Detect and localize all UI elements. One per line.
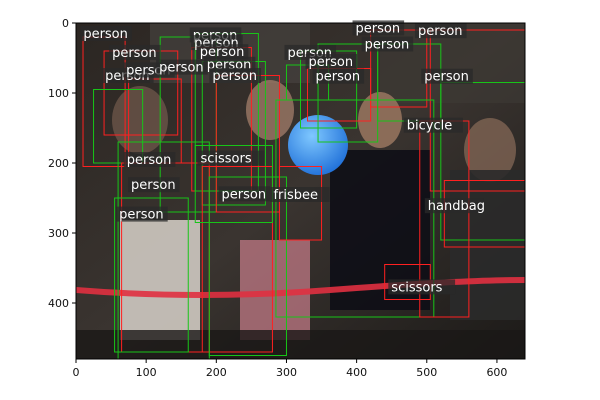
- x-tick-label: 0: [73, 366, 80, 379]
- label-person: person: [309, 55, 354, 70]
- x-tick-label: 300: [276, 366, 297, 379]
- label-background: [305, 54, 358, 69]
- x-tick-label: 500: [416, 366, 437, 379]
- label-person: person: [424, 70, 469, 85]
- label-background: [116, 206, 168, 222]
- label-frisbee: frisbee: [273, 188, 318, 203]
- detection-box-person: [114, 197, 189, 353]
- axes: 0 100 200 300 400 500 600 0 100 200 300 400: [48, 17, 526, 379]
- label-person: person: [212, 69, 257, 84]
- detection-box-frisbee: [278, 166, 323, 241]
- plot-frame: [75, 22, 526, 360]
- label-background: [209, 68, 262, 83]
- detection-labels: personpersonpersonpersonpersonpersonpers…: [80, 20, 485, 295]
- x-tick-label: 400: [346, 366, 367, 379]
- label-background: [218, 186, 271, 202]
- label-background: [128, 177, 180, 193]
- label-background: [123, 152, 176, 167]
- label-person: person: [119, 208, 164, 223]
- label-person: person: [316, 70, 361, 85]
- label-person: person: [365, 38, 410, 53]
- label-person: person: [222, 187, 267, 202]
- label-background: [156, 59, 208, 75]
- y-tick-label: 300: [48, 227, 69, 240]
- label-background: [414, 23, 467, 39]
- label-background: [424, 198, 484, 214]
- y-tick-label: 200: [48, 157, 69, 170]
- label-background: [361, 36, 414, 52]
- y-tick-label: 0: [62, 17, 69, 30]
- x-tick-label: 600: [486, 366, 507, 379]
- label-person: person: [418, 24, 463, 39]
- detection-box-person: [201, 166, 273, 353]
- label-background: [421, 68, 473, 84]
- label-person: person: [200, 45, 245, 60]
- x-tick-label: 200: [206, 366, 227, 379]
- label-background: [312, 68, 365, 84]
- label-background: [109, 44, 161, 60]
- y-tick-label: 100: [48, 87, 69, 100]
- label-person: person: [127, 153, 172, 168]
- label-background: [270, 187, 330, 202]
- label-scissors: scissors: [391, 280, 442, 295]
- label-background: [388, 279, 456, 295]
- label-background: [403, 117, 463, 133]
- label-person: person: [356, 21, 401, 36]
- label-person: person: [112, 46, 157, 61]
- label-person: person: [131, 178, 176, 193]
- label-background: [352, 20, 405, 36]
- label-background: [197, 150, 265, 166]
- label-bicycle: bicycle: [407, 119, 452, 134]
- label-person: person: [83, 27, 128, 42]
- detection-box-person: [440, 82, 525, 241]
- label-background: [80, 26, 132, 41]
- y-tick-label: 400: [48, 297, 69, 310]
- detection-box-person: [208, 176, 287, 356]
- label-handbag: handbag: [428, 199, 485, 214]
- detection-box-person: [429, 29, 525, 192]
- label-person: person: [159, 61, 204, 76]
- label-background: [196, 44, 249, 60]
- detection-box-handbag: [443, 180, 525, 248]
- label-scissors: scissors: [200, 152, 251, 167]
- x-tick-label: 100: [136, 366, 157, 379]
- detection-box-scissors: [194, 145, 273, 223]
